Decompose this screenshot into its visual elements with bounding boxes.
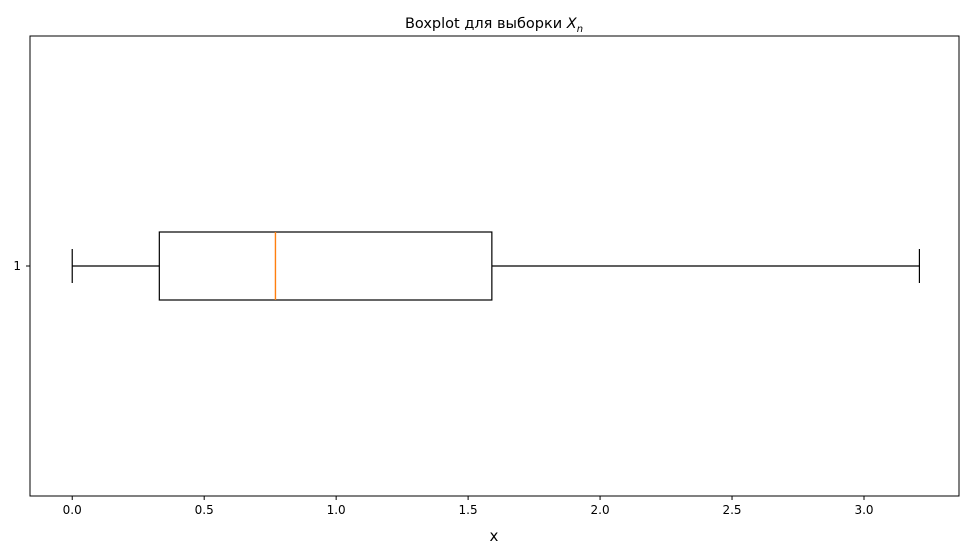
chart-title-variable: X bbox=[566, 16, 578, 32]
x-tick-label: 1.0 bbox=[327, 503, 346, 517]
chart-title-prefix: Boxplot для выборки bbox=[405, 16, 567, 32]
chart-marks bbox=[71, 231, 921, 301]
x-tick-label: 2.0 bbox=[591, 503, 610, 517]
x-tick-label: 2.5 bbox=[722, 503, 741, 517]
x-axis-label: x bbox=[490, 527, 499, 545]
iqr-box bbox=[158, 231, 493, 301]
x-tick-label: 1.5 bbox=[459, 503, 478, 517]
x-tick-label: 0.5 bbox=[195, 503, 214, 517]
y-axis: 1 bbox=[13, 259, 30, 273]
x-tick-label: 0.0 bbox=[63, 503, 82, 517]
chart-title: Boxplot для выборки Xn bbox=[405, 16, 583, 35]
chart-title-subscript: n bbox=[577, 24, 583, 35]
x-axis: 0.0 0.5 1.0 1.5 2.0 2.5 3.0 bbox=[63, 496, 874, 517]
x-tick-label: 3.0 bbox=[854, 503, 873, 517]
y-tick-label: 1 bbox=[13, 259, 21, 273]
